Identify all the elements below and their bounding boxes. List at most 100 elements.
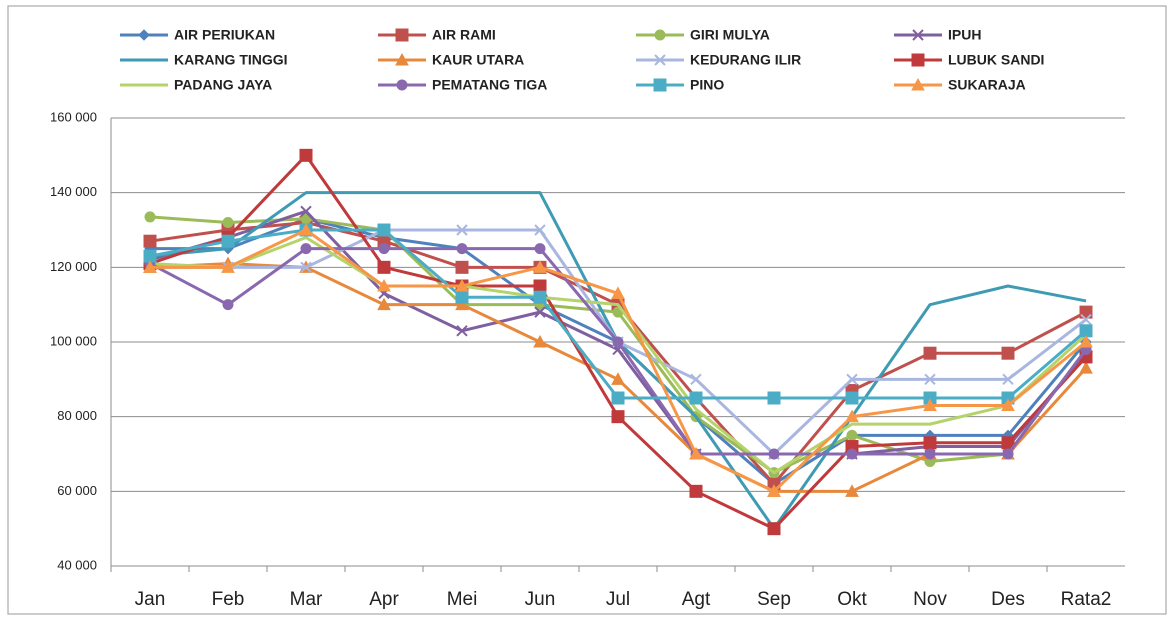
legend-item: AIR PERIUKAN xyxy=(120,27,275,43)
marker xyxy=(534,224,546,236)
marker xyxy=(377,278,391,292)
legend-label: SUKARAJA xyxy=(948,77,1026,93)
legend-item: GIRI MULYA xyxy=(636,27,770,43)
legend-item: PADANG JAYA xyxy=(120,77,272,93)
marker xyxy=(1080,313,1092,326)
y-tick-label: 80 000 xyxy=(57,408,97,423)
marker xyxy=(923,398,937,411)
marker xyxy=(1079,361,1093,374)
marker xyxy=(378,243,390,255)
marker xyxy=(767,522,781,536)
marker xyxy=(846,448,858,460)
legend-item: IPUH xyxy=(894,27,981,43)
marker xyxy=(377,260,391,274)
marker xyxy=(767,391,781,405)
marker xyxy=(845,409,859,423)
marker xyxy=(221,234,235,248)
marker xyxy=(846,373,858,386)
marker xyxy=(533,279,547,293)
marker xyxy=(689,391,703,405)
y-tick-label: 120 000 xyxy=(50,259,97,274)
series-line xyxy=(149,235,1088,475)
x-tick-label: Feb xyxy=(212,589,245,610)
legend-label: AIR RAMI xyxy=(432,27,496,43)
marker xyxy=(845,484,859,497)
marker xyxy=(533,260,547,273)
marker xyxy=(300,261,312,274)
legend-label: LUBUK SANDI xyxy=(948,52,1044,68)
marker xyxy=(455,297,469,311)
legend-marker xyxy=(138,29,150,41)
marker xyxy=(456,243,468,255)
legend-item: KEDURANG ILIR xyxy=(636,52,801,68)
marker xyxy=(455,278,469,292)
legend-item: SUKARAJA xyxy=(894,77,1026,93)
legend-label: KEDURANG ILIR xyxy=(690,52,801,68)
marker xyxy=(690,373,702,386)
marker xyxy=(1079,305,1093,319)
x-tick-label: Agt xyxy=(682,589,711,610)
legend-item: KARANG TINGGI xyxy=(120,52,288,68)
x-tick-label: Jul xyxy=(606,589,630,610)
legend-label: IPUH xyxy=(948,27,981,43)
legend-marker xyxy=(653,78,667,92)
marker xyxy=(689,484,703,498)
x-tick-label: Rata2 xyxy=(1061,589,1112,610)
y-tick-label: 140 000 xyxy=(50,184,97,199)
marker xyxy=(768,448,780,460)
marker xyxy=(143,260,157,273)
marker xyxy=(455,290,469,304)
marker xyxy=(924,373,936,386)
legend-marker xyxy=(395,28,409,42)
x-tick-label: Apr xyxy=(369,589,399,610)
x-tick-label: Okt xyxy=(837,589,867,610)
legend-marker xyxy=(396,79,408,91)
marker xyxy=(689,446,703,460)
legend-label: KARANG TINGGI xyxy=(174,52,288,68)
x-tick-label: Jun xyxy=(525,589,556,610)
marker xyxy=(456,325,468,337)
marker xyxy=(923,346,937,360)
marker xyxy=(299,148,313,162)
legend-marker xyxy=(654,54,666,66)
marker xyxy=(377,223,391,237)
legend-label: GIRI MULYA xyxy=(690,27,770,43)
x-tick-label: Nov xyxy=(913,589,947,610)
marker xyxy=(612,336,624,348)
legend-label: PEMATANG TIGA xyxy=(432,77,547,93)
legend-marker xyxy=(912,29,924,41)
marker xyxy=(299,222,313,236)
marker xyxy=(143,234,157,248)
marker xyxy=(534,306,546,318)
legend-marker xyxy=(654,29,666,41)
marker xyxy=(1001,346,1015,360)
legend-marker xyxy=(911,77,925,91)
marker xyxy=(533,290,547,304)
marker xyxy=(923,436,937,450)
marker xyxy=(767,484,781,497)
y-tick-label: 160 000 xyxy=(50,109,97,124)
x-tick-label: Sep xyxy=(757,589,791,610)
marker xyxy=(846,429,858,441)
y-tick-label: 100 000 xyxy=(50,333,97,348)
marker xyxy=(222,299,234,311)
marker xyxy=(611,410,625,424)
marker xyxy=(534,243,546,255)
x-tick-label: Jan xyxy=(135,589,166,610)
marker xyxy=(300,205,312,218)
marker xyxy=(845,391,859,405)
marker xyxy=(1002,373,1014,386)
legend-marker xyxy=(911,53,925,67)
marker xyxy=(300,243,312,255)
x-tick-label: Mei xyxy=(447,589,478,610)
marker xyxy=(222,217,234,229)
y-tick-label: 40 000 xyxy=(57,557,97,572)
legend-item: PEMATANG TIGA xyxy=(378,77,547,93)
x-tick-label: Des xyxy=(991,589,1025,610)
marker xyxy=(221,260,235,273)
marker xyxy=(456,224,468,236)
legend-label: KAUR UTARA xyxy=(432,52,524,68)
legend-item: LUBUK SANDI xyxy=(894,52,1044,68)
marker xyxy=(1002,448,1014,460)
marker xyxy=(455,260,469,274)
